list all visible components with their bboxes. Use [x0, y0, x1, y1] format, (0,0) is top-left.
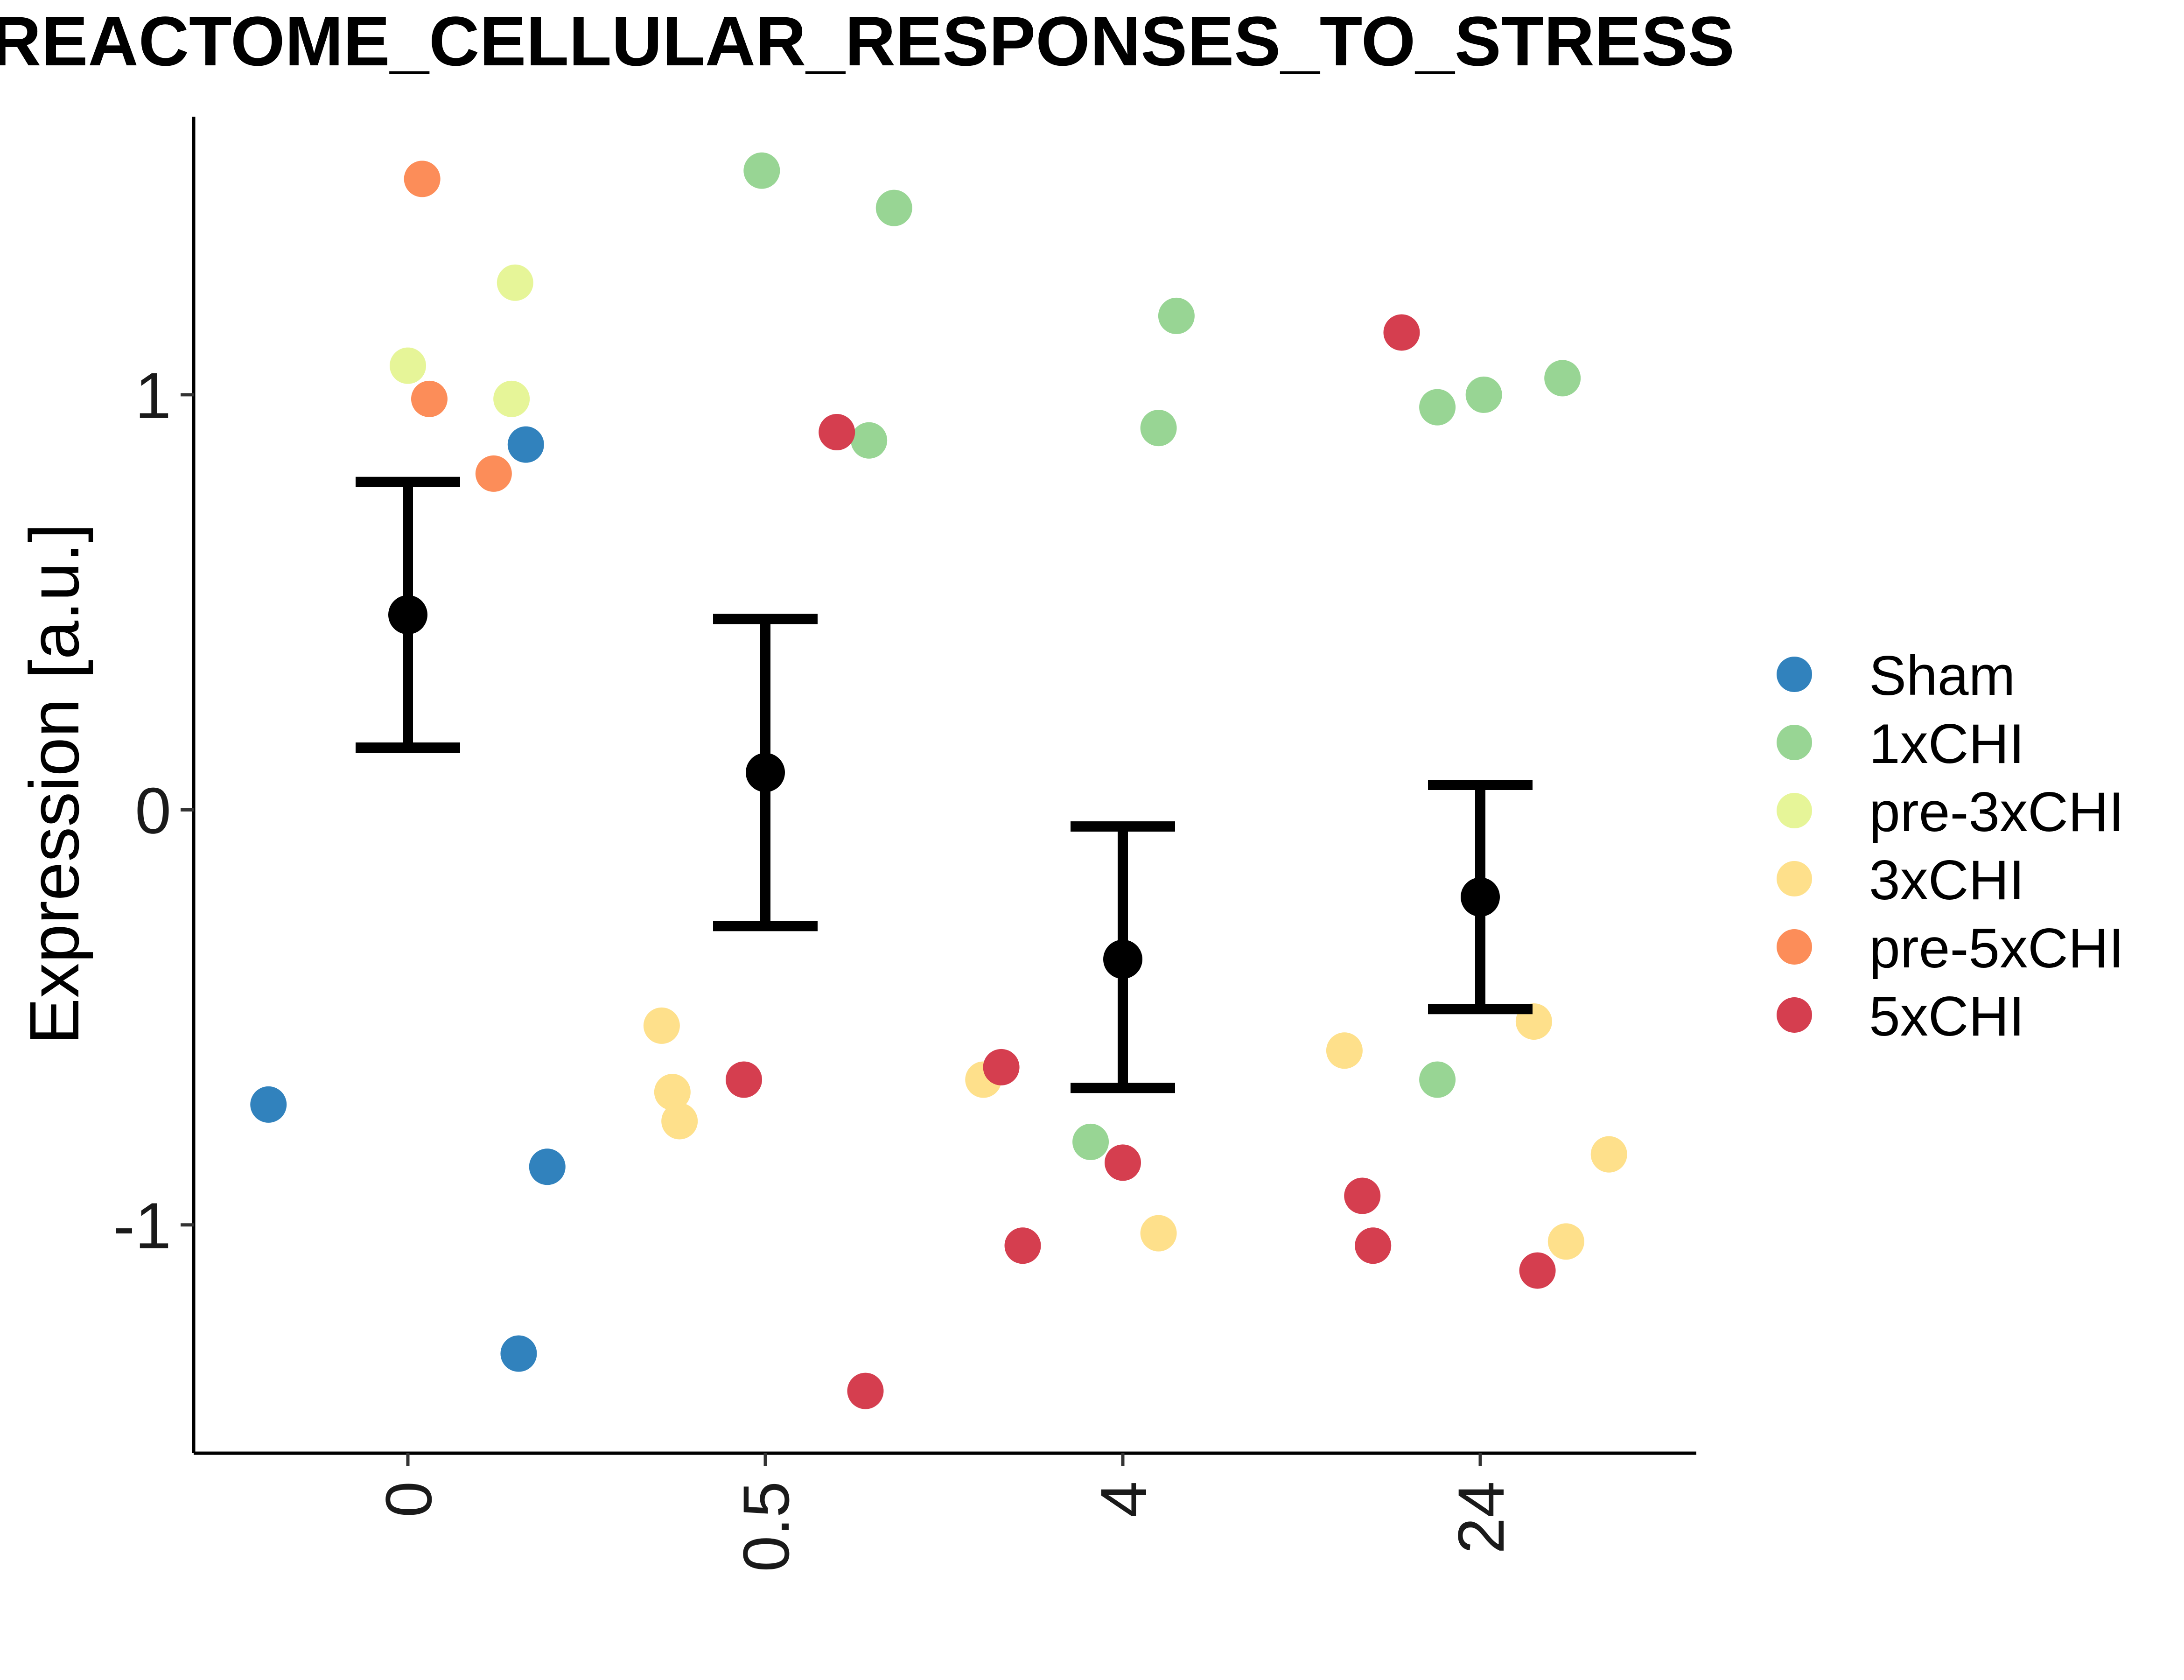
data-point — [404, 161, 441, 197]
y-tick-label: 0 — [135, 774, 171, 847]
data-point — [1419, 1061, 1456, 1098]
legend-swatch — [1777, 793, 1812, 828]
legend-label: Sham — [1869, 644, 2015, 707]
data-point — [1072, 1123, 1109, 1160]
data-point — [983, 1049, 1020, 1085]
data-point — [1140, 410, 1177, 447]
data-point — [819, 413, 855, 450]
legend-swatch — [1777, 929, 1812, 965]
mean-point — [746, 753, 785, 792]
data-point — [851, 422, 888, 459]
data-point — [497, 264, 533, 301]
data-point — [1547, 1223, 1584, 1260]
mean-point — [1103, 939, 1142, 979]
data-point — [1158, 297, 1195, 334]
legend-label: pre-3xCHI — [1869, 781, 2124, 843]
mean-point — [1461, 877, 1500, 917]
x-tick-label: 24 — [1444, 1481, 1518, 1554]
chart-title: REACTOME_CELLULAR_RESPONSES_TO_STRESS — [0, 2, 1735, 80]
data-point — [1344, 1177, 1381, 1214]
x-ticks: 0 0.5 4 24 — [372, 1453, 1518, 1572]
y-ticks: 1 0 -1 — [113, 359, 194, 1262]
data-point — [1544, 360, 1581, 397]
axes — [192, 117, 1696, 1455]
data-point — [743, 152, 780, 189]
mean-point — [388, 595, 427, 635]
legend-label: pre-5xCHI — [1869, 917, 2124, 980]
data-point — [1590, 1136, 1627, 1173]
y-tick-label: -1 — [113, 1189, 171, 1262]
data-point — [1326, 1032, 1363, 1069]
data-point — [654, 1074, 691, 1111]
data-point — [643, 1007, 680, 1044]
x-tick-label: 4 — [1087, 1481, 1160, 1518]
data-point — [847, 1372, 884, 1409]
x-tick-label: 0.5 — [729, 1481, 803, 1572]
data-point — [250, 1086, 287, 1123]
data-point — [529, 1148, 566, 1185]
data-point — [1140, 1215, 1177, 1252]
legend-swatch — [1777, 997, 1812, 1033]
data-point — [1383, 314, 1420, 351]
data-point — [1465, 376, 1502, 413]
legend-swatch — [1777, 861, 1812, 896]
summary-marks — [356, 476, 1533, 1093]
data-point — [493, 380, 530, 417]
data-point — [500, 1335, 537, 1372]
data-point — [875, 189, 912, 226]
data-point — [1105, 1144, 1141, 1181]
data-point — [1004, 1227, 1041, 1264]
data-points — [250, 152, 1627, 1409]
y-tick-label: 1 — [135, 359, 171, 432]
x-tick-label: 0 — [372, 1481, 445, 1518]
data-point — [1419, 389, 1456, 426]
data-point — [390, 347, 426, 384]
legend-swatch — [1777, 725, 1812, 760]
legend-label: 3xCHI — [1869, 849, 2024, 911]
data-point — [1519, 1252, 1556, 1289]
data-point — [726, 1061, 763, 1098]
y-axis-title: Expression [a.u.] — [15, 523, 93, 1044]
data-point — [1355, 1227, 1392, 1264]
data-point — [411, 380, 448, 417]
data-point — [507, 426, 544, 463]
legend-label: 5xCHI — [1869, 985, 2024, 1048]
data-point — [661, 1103, 698, 1140]
legend-label: 1xCHI — [1869, 713, 2024, 775]
legend-swatch — [1777, 657, 1812, 692]
data-point — [475, 455, 512, 492]
